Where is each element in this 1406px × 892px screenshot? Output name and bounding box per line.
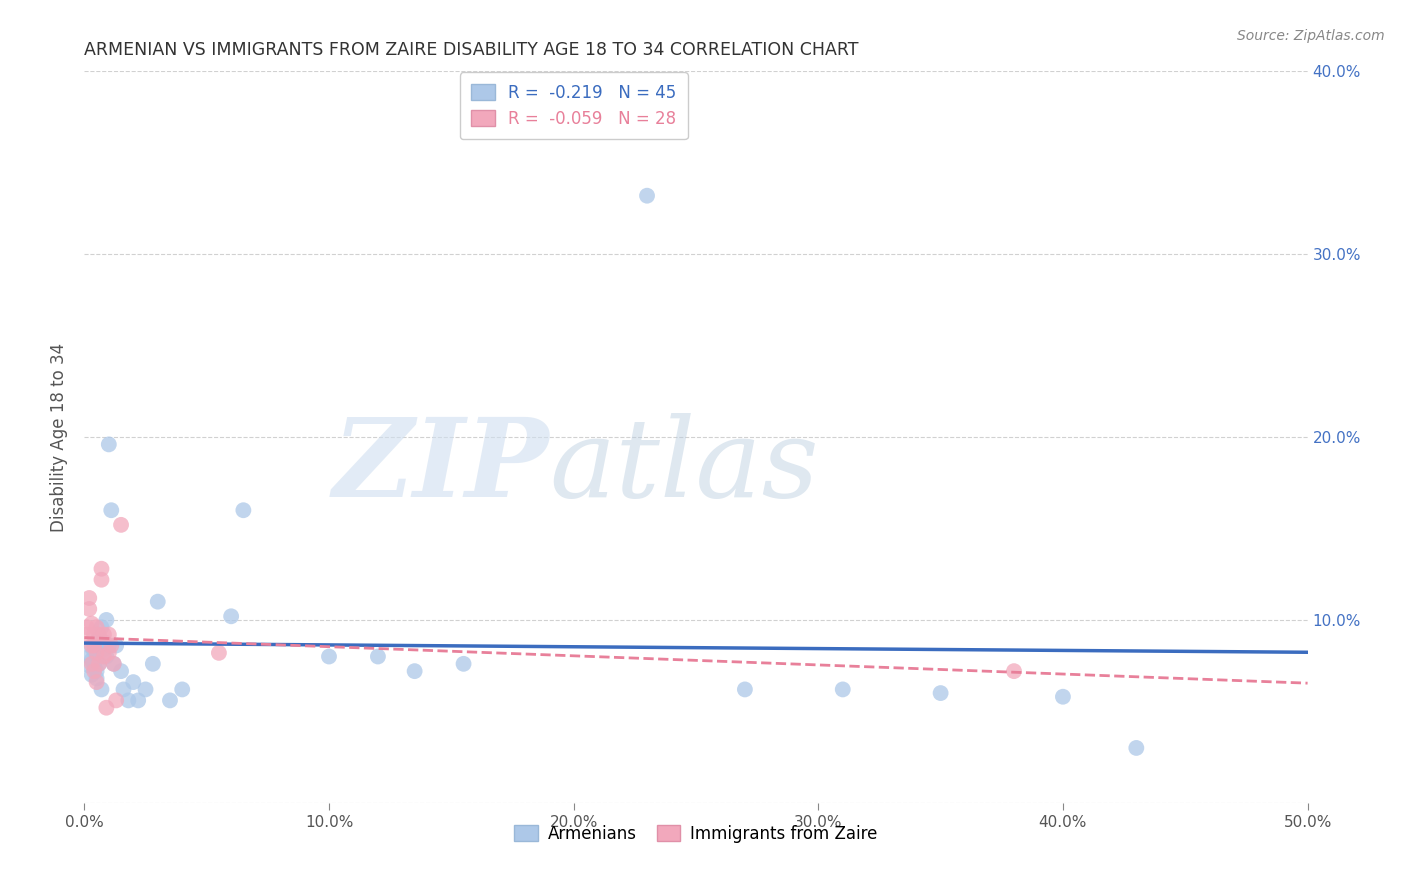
Point <box>83 658 105 673</box>
Point <box>83 639 105 653</box>
Point <box>86 646 108 660</box>
Text: ARMENIAN VS IMMIGRANTS FROM ZAIRE DISABILITY AGE 18 TO 34 CORRELATION CHART: ARMENIAN VS IMMIGRANTS FROM ZAIRE DISABI… <box>84 41 859 59</box>
Point <box>87 627 110 641</box>
Point <box>97 437 120 451</box>
Point <box>76 627 98 641</box>
Point <box>86 664 108 678</box>
Point <box>80 667 103 681</box>
Point <box>122 675 145 690</box>
Point <box>80 653 103 667</box>
Point <box>103 657 125 671</box>
Point <box>219 609 242 624</box>
Point <box>97 646 120 660</box>
Point <box>135 682 157 697</box>
Point <box>96 613 118 627</box>
Point <box>77 649 100 664</box>
Point <box>97 627 120 641</box>
Point <box>208 646 231 660</box>
Point <box>105 693 128 707</box>
Point <box>80 640 103 655</box>
Point <box>80 657 103 671</box>
Point <box>142 657 165 671</box>
Point <box>90 682 112 697</box>
Point <box>831 682 853 697</box>
Point <box>93 627 115 641</box>
Point <box>636 188 658 202</box>
Point <box>86 672 108 686</box>
Point <box>105 639 128 653</box>
Y-axis label: Disability Age 18 to 34: Disability Age 18 to 34 <box>51 343 69 532</box>
Point <box>1125 740 1147 755</box>
Point <box>172 682 194 697</box>
Point <box>127 693 149 707</box>
Point <box>112 682 135 697</box>
Point <box>1052 690 1074 704</box>
Point <box>110 664 132 678</box>
Point <box>97 639 120 653</box>
Point <box>80 639 103 653</box>
Point <box>80 616 103 631</box>
Point <box>86 620 108 634</box>
Point <box>404 664 426 678</box>
Point <box>100 503 122 517</box>
Point <box>83 664 105 678</box>
Point <box>93 635 115 649</box>
Point <box>83 627 105 641</box>
Point <box>86 675 108 690</box>
Point <box>453 657 475 671</box>
Point <box>232 503 254 517</box>
Point <box>734 682 756 697</box>
Point <box>103 657 125 671</box>
Point <box>318 649 340 664</box>
Point <box>93 649 115 664</box>
Point <box>96 649 118 664</box>
Point <box>117 693 139 707</box>
Text: atlas: atlas <box>550 413 818 520</box>
Text: Source: ZipAtlas.com: Source: ZipAtlas.com <box>1237 29 1385 43</box>
Point <box>87 632 110 646</box>
Point <box>929 686 952 700</box>
Point <box>159 693 181 707</box>
Point <box>86 646 108 660</box>
Legend: Armenians, Immigrants from Zaire: Armenians, Immigrants from Zaire <box>508 818 884 849</box>
Point <box>90 620 112 634</box>
Point <box>90 562 112 576</box>
Point <box>367 649 389 664</box>
Point <box>1002 664 1025 678</box>
Point <box>146 594 169 608</box>
Point <box>76 620 98 634</box>
Point <box>87 657 110 671</box>
Point <box>87 657 110 671</box>
Point <box>77 658 100 673</box>
Point <box>110 517 132 532</box>
Point <box>100 639 122 653</box>
Point <box>77 602 100 616</box>
Point <box>77 591 100 605</box>
Point <box>93 642 115 657</box>
Point <box>96 700 118 714</box>
Point <box>90 573 112 587</box>
Text: ZIP: ZIP <box>333 413 550 520</box>
Point <box>83 644 105 658</box>
